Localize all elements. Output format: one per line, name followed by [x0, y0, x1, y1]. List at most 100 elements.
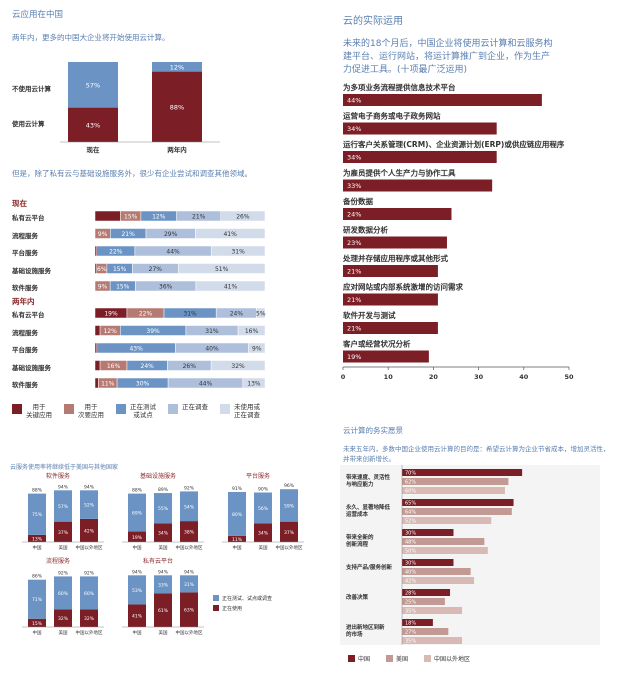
s1-subtitle: 两年内，更多的中国大企业将开始使用云计算。: [12, 33, 170, 42]
s2-category-label: 私有云平台: [12, 214, 45, 222]
s3-bar-testing: [180, 491, 198, 522]
s2-bar-segment: [95, 342, 98, 354]
s3-bar-using: [180, 592, 198, 627]
s5-bar-label: 27%: [405, 630, 416, 636]
s3-bar-using: [280, 521, 298, 542]
s2-bar-segment: [210, 360, 266, 371]
s3-bar-total: 88%: [132, 488, 143, 494]
s4-bar-label: 33%: [347, 182, 361, 190]
s2-group-now: 现在: [12, 199, 27, 208]
s5-bar: [402, 607, 463, 614]
s3-bar-total: 94%: [84, 484, 95, 490]
s2-bar-label: 22%: [139, 311, 153, 318]
s3-bar-testing: [54, 490, 72, 522]
s2-category-label: 基础设施服务: [12, 363, 51, 372]
s5-category-label-2: 创新流程: [345, 540, 369, 548]
s4-bar: [343, 94, 542, 106]
s3-bar-using: [180, 521, 198, 542]
s3-x-label: 中国: [33, 629, 42, 636]
s2-legend-label: 正在调查: [182, 403, 208, 411]
s2-category-label: 基础设施服务: [12, 266, 51, 275]
s5-subtitle-line: 未来五年内，多数中国企业使用云计算的目的是：希望云计算为企业节省成本，增加灵活性…: [343, 445, 610, 453]
s3-bar-label: 41%: [132, 614, 143, 620]
s2-legend-label: 用于 关键应用: [26, 403, 52, 419]
s2-bar-label: 16%: [107, 363, 121, 370]
s3-bar-label: 19%: [132, 535, 143, 541]
s1-category-label: 两年内: [167, 145, 187, 154]
s2-bar-label: 15%: [116, 284, 130, 291]
s5-bar-label: 60%: [405, 489, 416, 495]
s3-bar-label: 33%: [158, 582, 169, 588]
s4-category-label: 为多项业务流程提供信息技术平台: [343, 82, 456, 92]
s4-bar-label: 19%: [347, 353, 361, 361]
s3-bar-label: 71%: [32, 597, 43, 603]
s2-bar-label: 31%: [231, 249, 245, 256]
s3-bar-label: 56%: [258, 506, 269, 512]
s5-bar-label: 35%: [405, 639, 416, 645]
s4-bar-label: 23%: [347, 239, 361, 247]
s3-x-label: 中国以外地区: [276, 544, 303, 551]
s1-category-label: 现在: [87, 145, 101, 154]
s2-bar-segment: [220, 210, 266, 222]
s3-bar-label: 75%: [32, 512, 43, 518]
s3-bar-total: 94%: [184, 569, 195, 575]
s2-bar-label: 39%: [146, 328, 160, 335]
s5-subtitle: 未来五年内，多数中国企业使用云计算的目的是：希望云计算为企业节省成本，增加灵活性…: [343, 444, 610, 464]
s3-bar-label: 11%: [232, 537, 243, 543]
s2-category-label: 软件服务: [12, 381, 38, 389]
s3-bar-total: 86%: [32, 574, 43, 580]
s5-bar-label: 50%: [405, 549, 416, 555]
s4-tick-label: 30: [474, 373, 484, 381]
s2-bar-label: 15%: [124, 214, 138, 221]
s5-bar: [402, 628, 449, 635]
s2-bar-label: 16%: [245, 328, 259, 335]
s2-bar-segment: [242, 377, 266, 389]
s5-category-label-2: 与响应能力: [346, 480, 374, 488]
s3-bar-label: 53%: [132, 588, 143, 594]
s5-bar: [402, 547, 488, 554]
s3-legend-label: 正在使用: [222, 605, 242, 612]
s2-chart: 15%12%21%26%9%21%29%41%1%22%44%31%1%6%15…: [95, 210, 266, 389]
s5-category-label: 支持产品/服务创新: [345, 563, 393, 571]
s5-bar-label: 35%: [405, 609, 416, 615]
s2-category-label: 平台服务: [12, 346, 38, 354]
s4-category-label: 运营电子商务或电子政务网站: [343, 111, 441, 121]
s2-legend-label: 正在测试 或试点: [130, 403, 156, 419]
s2-bar-label: 21%: [121, 231, 135, 238]
s2-bar-label: 36%: [159, 284, 173, 291]
s4-bar: [343, 151, 497, 163]
s1-bar-segment: [152, 62, 202, 72]
s2-bar-label: 43%: [129, 346, 143, 353]
s3-bar-total: 91%: [232, 486, 243, 492]
s2-category-label: 平台服务: [12, 249, 38, 257]
s4-bar: [343, 293, 438, 306]
s3-legend-label: 正在测试、试点或调查: [222, 595, 272, 602]
s2-bar-segment: [95, 325, 101, 336]
s3-bar-label: 32%: [58, 616, 69, 622]
s3-x-label: 中国以外地区: [176, 629, 203, 636]
s3-bar-total: 94%: [132, 569, 143, 575]
s3-x-label: 中国: [133, 629, 142, 636]
s3-x-label: 美国: [159, 544, 168, 551]
s5-category-label: 改善决策: [346, 593, 369, 601]
s5-bar: [402, 538, 485, 545]
s2-bar-label: 19%: [104, 311, 118, 318]
s3-chart-title: 流程服务: [46, 557, 70, 565]
s2-bar-label: 5%: [256, 311, 266, 318]
s5-bar: [402, 529, 454, 536]
s5-category-label: 进出新地区到新: [346, 623, 385, 631]
s3-bar-label: 60%: [84, 591, 95, 597]
s3-bar-label: 31%: [184, 582, 195, 588]
s4-category-label: 研发数据分析: [343, 225, 388, 235]
s3-legend-swatch: [213, 605, 219, 611]
s5-bar-label: 28%: [405, 591, 416, 597]
s5-bar-label: 42%: [405, 579, 416, 585]
s5-bar-label: 62%: [405, 480, 416, 486]
s2-bar-label: 11%: [101, 381, 115, 388]
s3-bar-label: 34%: [158, 531, 169, 537]
s5-category-label-2: 运营成本: [346, 510, 369, 518]
s4-tick-label: 0: [341, 373, 346, 381]
s5-bar-label: 25%: [405, 600, 416, 606]
s3-legend-swatch: [213, 595, 219, 601]
s3-bar-using: [80, 518, 98, 542]
